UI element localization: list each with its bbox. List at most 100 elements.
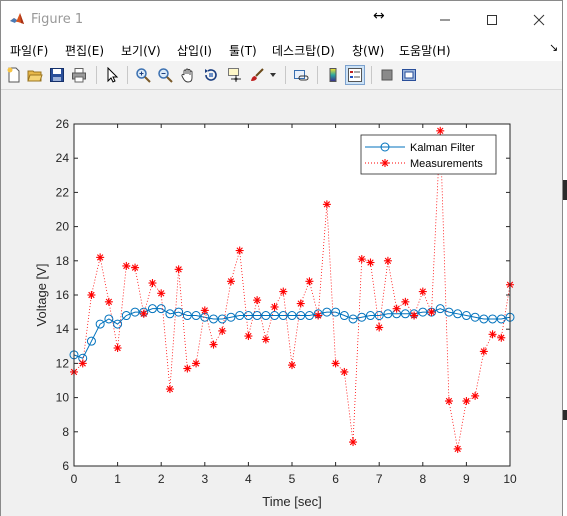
measurement-point	[322, 200, 331, 209]
measurement-point	[453, 444, 462, 453]
measurement-point	[148, 279, 157, 288]
title-bar[interactable]: Figure 1 ↔	[1, 1, 562, 39]
measurement-point	[113, 344, 122, 353]
menu-tools[interactable]: 툴(T)	[229, 44, 257, 58]
kalman-point	[235, 311, 245, 321]
figure-canvas[interactable]: 0 1 2 3 4 5 6 7 8 9 10 6 8 10 12 14 16 18 20 22 24 26 Time [s…	[1, 90, 562, 516]
kalman-point	[86, 336, 96, 346]
window-title: Figure 1	[31, 12, 84, 27]
menu-dock-arrow-icon[interactable]: ↘	[549, 41, 559, 54]
show-plot-tools-button[interactable]	[399, 65, 419, 85]
measurement-point	[270, 302, 279, 311]
colorbar-button[interactable]	[323, 65, 343, 85]
minimize-button[interactable]	[422, 1, 468, 39]
measurement-point	[87, 291, 96, 299]
maximize-icon	[487, 15, 497, 25]
chevron-down-icon	[270, 73, 276, 77]
pan-button[interactable]	[178, 65, 198, 85]
measurement-point	[462, 397, 471, 406]
menu-view[interactable]: 보기(V)	[121, 44, 161, 58]
zoom-in-button[interactable]	[133, 65, 153, 85]
menu-insert[interactable]: 삽입(I)	[177, 44, 212, 58]
minimize-icon	[440, 19, 450, 21]
kalman-point	[331, 307, 341, 317]
x-tick-label: 9	[463, 472, 470, 486]
kalman-point	[209, 314, 219, 324]
menu-edit[interactable]: 편집(E)	[65, 44, 105, 58]
kalman-point	[121, 311, 131, 321]
zoom-out-icon	[158, 68, 173, 83]
x-tick-label: 3	[201, 472, 208, 486]
x-tick-label: 4	[245, 472, 252, 486]
open-file-icon	[27, 70, 43, 82]
menu-window[interactable]: 창(W)	[352, 44, 385, 58]
y-tick-label: 26	[56, 117, 70, 131]
measurement-point	[122, 261, 131, 270]
legend-kalman-label: Kalman Filter	[410, 142, 475, 154]
measurement-point	[401, 297, 410, 306]
legend-icon	[348, 68, 362, 82]
maximize-button[interactable]	[469, 1, 515, 39]
measurement-point	[96, 253, 105, 262]
measurement-point	[488, 330, 497, 339]
measurement-point	[410, 311, 419, 320]
measurement-point	[165, 385, 174, 394]
pointer-icon	[107, 67, 119, 83]
menu-help[interactable]: 도움말(H)	[399, 44, 451, 58]
x-tick-label: 1	[114, 472, 121, 486]
data-cursor-button[interactable]	[225, 65, 245, 85]
x-tick-label: 0	[71, 472, 78, 486]
kalman-point	[217, 314, 227, 324]
kalman-point	[104, 314, 114, 324]
measurement-point	[192, 359, 201, 368]
measurement-point	[253, 296, 262, 305]
measurement-point	[314, 311, 323, 320]
menu-file[interactable]: 파일(F)	[10, 44, 49, 58]
x-tick-label: 2	[158, 472, 165, 486]
kalman-point	[156, 304, 166, 314]
pointer-button[interactable]	[102, 65, 122, 85]
background-window-edge	[563, 0, 567, 516]
kalman-point	[130, 307, 140, 317]
brush-dropdown-button[interactable]	[267, 65, 279, 85]
measurement-point	[157, 289, 166, 298]
brush-icon	[251, 68, 264, 81]
x-tick-label: 6	[332, 472, 339, 486]
y-axis-label: Voltage [V]	[34, 264, 49, 327]
y-tick-label: 18	[56, 254, 70, 268]
link-plot-button[interactable]	[291, 65, 311, 85]
save-button[interactable]	[47, 65, 67, 85]
menu-desktop[interactable]: 데스크탑(D)	[272, 44, 335, 58]
zoom-out-button[interactable]	[155, 65, 175, 85]
kalman-point	[453, 309, 463, 319]
kalman-point	[147, 304, 157, 314]
kalman-point	[435, 304, 445, 314]
legend-kalman-marker	[380, 142, 390, 152]
legend-measurements-label: Measurements	[410, 158, 483, 170]
rotate-3d-button[interactable]	[201, 65, 221, 85]
open-file-button[interactable]	[25, 65, 45, 85]
measurement-point	[305, 277, 314, 286]
measurement-point	[244, 332, 253, 341]
close-button[interactable]	[516, 1, 562, 39]
kalman-point	[357, 312, 367, 322]
measurement-point	[392, 304, 401, 313]
new-figure-button[interactable]	[4, 65, 24, 85]
y-tick-label: 16	[56, 288, 70, 302]
kalman-point	[365, 311, 375, 321]
print-button[interactable]	[69, 65, 89, 85]
kalman-point	[278, 311, 288, 321]
measurement-point	[104, 297, 113, 306]
pan-hand-icon	[181, 68, 193, 83]
brush-button[interactable]	[247, 65, 267, 85]
hide-plot-tools-button[interactable]	[377, 65, 397, 85]
x-tick-label: 10	[503, 472, 517, 486]
zoom-in-icon	[136, 68, 151, 83]
legend-button[interactable]	[345, 65, 365, 85]
y-tick-label: 8	[62, 425, 69, 439]
measurement-point	[479, 347, 488, 356]
measurement-point	[349, 438, 358, 447]
matlab-logo-icon	[9, 11, 25, 27]
legend[interactable]: Kalman Filter Measurements	[360, 134, 497, 175]
